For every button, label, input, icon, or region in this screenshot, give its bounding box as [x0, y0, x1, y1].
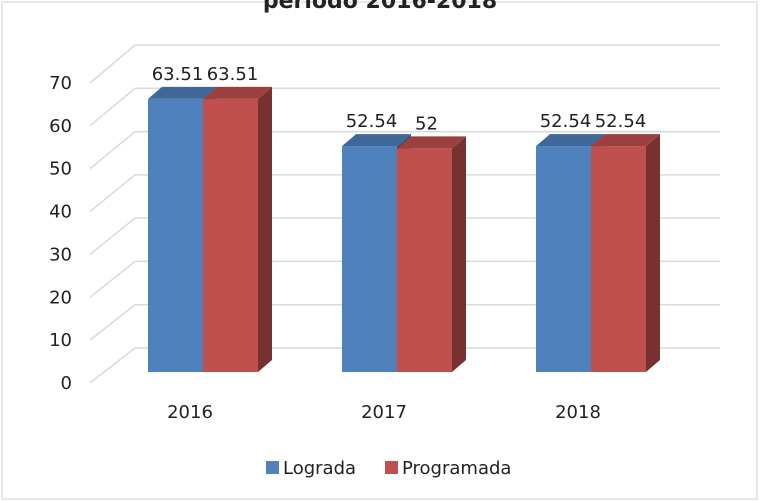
legend-swatch — [385, 461, 398, 474]
y-tick-label: 50 — [49, 159, 72, 180]
bar — [536, 146, 591, 372]
legend-label: Programada — [402, 458, 511, 479]
x-tick-label: 2016 — [167, 402, 213, 423]
bar-top — [591, 134, 660, 147]
y-tick-label: 30 — [49, 244, 72, 265]
x-tick-label: 2018 — [555, 402, 601, 423]
bar-top — [342, 134, 411, 147]
legend-label: Lograda — [283, 458, 356, 479]
grid-line — [89, 217, 136, 256]
bar-top — [536, 134, 605, 147]
grid-line — [89, 130, 136, 170]
bar-top — [148, 86, 217, 99]
chart-title: periodo 2016-2018 — [263, 0, 497, 14]
data-label: 63.51 — [207, 64, 259, 85]
legend-swatch — [266, 461, 279, 474]
bar-top — [203, 86, 272, 99]
grid-line — [89, 304, 136, 341]
grid-line — [89, 44, 136, 84]
data-label: 52.54 — [346, 111, 398, 132]
y-tick-label: 0 — [61, 373, 72, 394]
grid-line — [89, 347, 136, 384]
bar — [148, 98, 203, 373]
y-tick-label: 70 — [49, 73, 72, 94]
bar-side — [452, 136, 466, 372]
bar-top — [397, 136, 466, 149]
data-label: 52.54 — [540, 111, 592, 132]
y-tick-label: 60 — [49, 116, 72, 137]
x-tick-label: 2017 — [361, 402, 407, 423]
grid-line — [89, 174, 136, 213]
data-label: 63.51 — [152, 64, 204, 85]
bar — [203, 98, 258, 373]
y-tick-label: 40 — [49, 202, 72, 223]
bar — [397, 148, 452, 372]
y-tick-label: 20 — [49, 287, 72, 308]
data-label: 52.54 — [595, 111, 647, 132]
data-label: 52 — [415, 113, 438, 134]
bar — [342, 146, 397, 372]
y-tick-label: 10 — [49, 330, 72, 351]
bar — [591, 146, 646, 372]
grid-line — [89, 260, 136, 298]
bar-side — [646, 134, 660, 372]
grid-line — [89, 87, 136, 127]
bar-side — [258, 86, 272, 373]
